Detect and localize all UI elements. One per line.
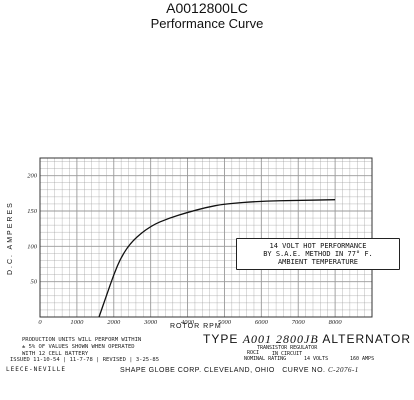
production-note-line: PRODUCTION UNITS WILL PERFORM WITHIN: [22, 337, 142, 343]
x-tick-label: 0: [38, 319, 42, 326]
issued-dates: ISSUED 11-10-54 | 11-7-78 | REVISED | 3-…: [10, 357, 160, 363]
annotation-line: BY S.A.E. METHOD IN 77° F.: [263, 250, 373, 258]
type-suffix: ALTERNATOR: [322, 332, 412, 346]
company-name: LEECE-NEVILLE: [6, 366, 66, 373]
rating-volts: 14 VOLTS: [304, 356, 329, 362]
company-address: SHAPE GLOBE CORP. CLEVELAND, OHIO CURVE …: [120, 366, 359, 374]
x-axis-label: ROTOR RPM: [170, 323, 222, 330]
address-text: SHAPE GLOBE CORP. CLEVELAND, OHIO: [120, 367, 275, 374]
annotation-line: 14 VOLT HOT PERFORMANCE: [269, 242, 367, 250]
production-note-line: ± 5% OF VALUES SHOWN WHEN OPERATED: [22, 344, 135, 350]
plot-frame: [39, 157, 373, 318]
annotation-box: 14 VOLT HOT PERFORMANCE BY S.A.E. METHOD…: [236, 238, 400, 270]
curve-label: CURVE NO.: [282, 367, 326, 374]
x-tick-label: 8000: [329, 319, 343, 326]
y-tick-label: 100: [27, 243, 38, 250]
annotation-line: AMBIENT TEMPERATURE: [277, 258, 359, 266]
chart-axes: [39, 157, 373, 318]
chart-series: [98, 199, 336, 318]
incircuit-text: IN CIRCUIT: [272, 351, 303, 357]
x-tick-label: 1000: [70, 319, 84, 326]
y-tick-label: 50: [31, 279, 38, 286]
y-tick-label: 200: [27, 173, 38, 180]
tick-labels: 0 1000 2000 3000 4000 5000 6000 7000 8000 50 100 15…: [27, 173, 342, 326]
x-tick-label: 7000: [292, 319, 306, 326]
y-tick-label: 150: [27, 208, 38, 215]
rocl-text: ROCI: [247, 350, 260, 356]
regulator-text: TRANSISTOR REGULATOR: [257, 345, 318, 351]
x-tick-label: 4000: [181, 319, 195, 326]
x-tick-label: 5000: [218, 319, 232, 326]
page-title: A0012800LC: [166, 0, 248, 16]
x-tick-label: 3000: [143, 319, 158, 326]
model-number: A001 2800JB: [242, 332, 319, 346]
rating-amps: 160 AMPS: [350, 356, 375, 362]
rating-label: NOMINAL RATING: [244, 356, 287, 362]
production-note: PRODUCTION UNITS WILL PERFORM WITHIN ± 5…: [22, 337, 141, 358]
page-subtitle: Performance Curve: [150, 16, 264, 31]
y-axis-label: D.C. AMPERES: [7, 201, 14, 275]
curve-number: C-2076-1: [327, 366, 359, 374]
x-tick-label: 2000: [107, 319, 121, 326]
type-line: TYPE A001 2800JB ALTERNATOR: [203, 332, 411, 347]
x-tick-label: 6000: [255, 319, 269, 326]
performance-curve-line: [98, 199, 336, 318]
production-note-line: WITH 12 CELL BATTERY: [22, 351, 89, 357]
type-label: TYPE: [203, 332, 239, 346]
